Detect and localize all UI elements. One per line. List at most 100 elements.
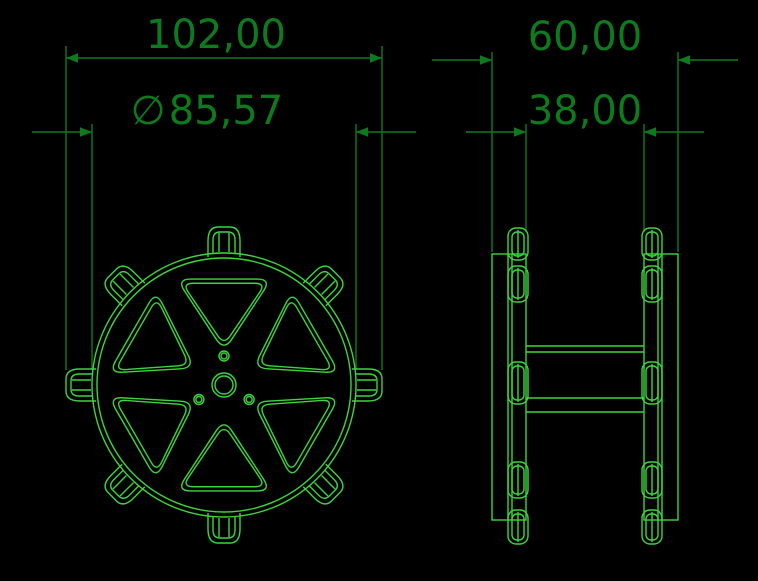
side-lug-outline (641, 227, 663, 261)
side-lug-outline (507, 361, 529, 405)
wheel-tooth (302, 265, 344, 307)
side-lug (641, 265, 663, 303)
side-lug (507, 265, 529, 303)
diameter-symbol: ∅ (131, 88, 166, 134)
side-lug (641, 509, 663, 545)
wheel-tooth (352, 368, 383, 402)
spoke-window (180, 278, 268, 346)
side-view (491, 227, 679, 545)
wheel-tooth (104, 463, 146, 505)
window-outline (180, 278, 268, 346)
tooth-chamfer (212, 231, 236, 253)
window-outline (257, 397, 336, 474)
tooth-fillet-line (119, 273, 134, 288)
hub-bore (211, 372, 237, 398)
front-view-wheel (65, 226, 383, 544)
right-flange-plate (643, 253, 679, 521)
tooth-chamfer (109, 270, 139, 300)
left-flange (491, 253, 527, 521)
spoke-window (112, 397, 191, 474)
dim-overall-depth (432, 52, 738, 252)
window-chamfer (117, 399, 187, 468)
bolt-hole-chamfer (245, 395, 253, 404)
window-outline (180, 424, 268, 492)
side-view-teeth (507, 227, 663, 545)
wheel-tooth (207, 513, 241, 544)
wheel-tooth (207, 226, 241, 257)
wheel-windows (112, 278, 336, 492)
tooth-outline (207, 226, 241, 257)
spoke-window (180, 424, 268, 492)
dim-hub-length (466, 124, 704, 232)
side-lug-outline (641, 361, 663, 405)
side-lug-outline (641, 265, 663, 303)
side-lug-outline (641, 509, 663, 545)
wheel-outer-rim (91, 252, 357, 518)
wheel-rim-chamfer (96, 257, 352, 513)
side-lug (507, 461, 529, 499)
tooth-fillet-line (321, 280, 336, 295)
side-lug-outline (507, 227, 529, 261)
tooth-fillet-line (119, 482, 134, 497)
bolt-hole (218, 350, 230, 362)
hub-bore-chamfer (214, 375, 234, 395)
tooth-outline (302, 463, 344, 505)
side-lug-outline (507, 509, 529, 545)
wheel-tooth (65, 368, 96, 402)
side-lug (507, 227, 529, 261)
tooth-chamfer (356, 373, 378, 397)
tooth-outline (65, 368, 96, 402)
tooth-chamfer (109, 470, 139, 500)
side-lug (507, 509, 529, 545)
window-chamfer (117, 302, 187, 371)
tooth-fillet-line (112, 280, 127, 295)
dimensions-layer (32, 46, 738, 370)
bolt-hole-chamfer (220, 352, 228, 360)
side-lug (641, 227, 663, 261)
tooth-fillet-line (314, 482, 329, 497)
tooth-chamfer (309, 470, 339, 500)
tooth-outline (302, 265, 344, 307)
tooth-outline (352, 368, 383, 402)
spoke-window (257, 296, 336, 373)
side-lug-outline (641, 461, 663, 499)
tooth-fillet-line (321, 475, 336, 490)
dim-overall-width (65, 46, 383, 370)
tooth-outline (104, 463, 146, 505)
bolt-hole (193, 393, 205, 406)
bolt-hole-chamfer (195, 395, 203, 404)
hub-cylinder (526, 345, 644, 413)
wheel-tooth (104, 265, 146, 307)
tooth-chamfer (70, 373, 92, 397)
overall-depth-label: 60,00 (528, 14, 643, 60)
dim-pitch-diameter (32, 124, 416, 370)
wheel-tooth (302, 463, 344, 505)
spoke-window (257, 397, 336, 474)
tooth-fillet-line (112, 475, 127, 490)
tooth-fillet-line (314, 273, 329, 288)
window-outline (112, 296, 191, 373)
hub-length-label: 38,00 (528, 88, 643, 134)
pitch-diameter-label: 85,57 (169, 88, 284, 134)
right-flange (643, 253, 679, 521)
tooth-chamfer (309, 270, 339, 300)
window-outline (112, 397, 191, 474)
window-chamfer (261, 399, 331, 468)
side-lug-outline (507, 265, 529, 303)
tooth-outline (207, 513, 241, 544)
window-chamfer (185, 282, 263, 342)
side-lug (641, 461, 663, 499)
overall-width-label: 102,00 (146, 12, 286, 58)
side-lug (507, 361, 529, 405)
bolt-hole (243, 393, 255, 406)
bolt-holes (193, 350, 255, 406)
window-chamfer (185, 428, 263, 488)
window-chamfer (261, 302, 331, 371)
wheel-teeth (65, 226, 383, 544)
side-lug (641, 361, 663, 405)
tooth-chamfer (212, 517, 236, 539)
spoke-window (112, 296, 191, 373)
side-lug-outline (507, 461, 529, 499)
window-outline (257, 296, 336, 373)
